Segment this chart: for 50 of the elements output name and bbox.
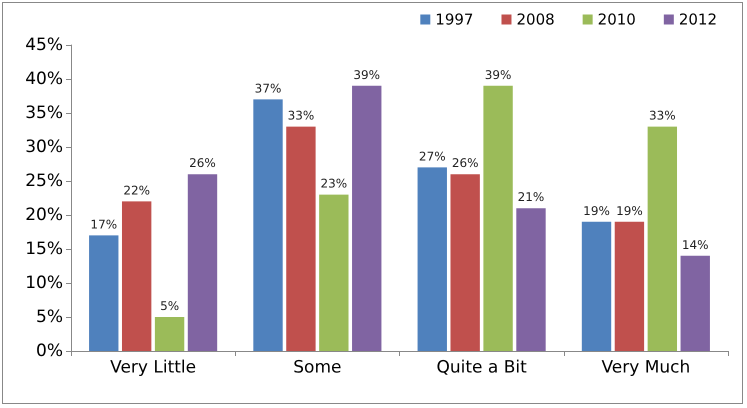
bar [352,86,382,351]
y-tick-label: 5% [36,307,63,327]
bar [188,174,218,351]
legend-label: 2010 [598,10,636,28]
data-label: 23% [320,176,348,191]
data-label: 37% [254,81,282,96]
bar [648,126,678,351]
bar [319,194,349,351]
data-label: 33% [288,108,314,123]
bar [680,256,710,351]
x-tick-label: Very Little [110,358,196,378]
bar [89,235,118,351]
data-label: 14% [682,238,709,252]
y-tick-label: 20% [25,205,63,225]
data-label: 5% [160,299,180,313]
x-tick-label: Very Much [601,358,690,378]
data-label: 26% [452,156,479,170]
bar [286,126,316,351]
data-label: 17% [90,217,118,232]
y-tick-label: 25% [25,171,63,191]
data-label: 27% [418,149,446,164]
y-tick-label: 45% [25,35,63,55]
data-label: 19% [616,204,643,218]
data-label: 33% [648,108,676,123]
legend-label: 2012 [678,10,718,28]
legend-label: 2008 [516,10,555,28]
bar [614,222,644,351]
y-tick-label: 15% [25,239,63,259]
data-label: 19% [583,204,610,218]
y-tick-label: 0% [36,341,63,361]
data-label: 21% [518,190,544,204]
bar [253,99,283,351]
data-label: 39% [484,68,512,82]
bar [516,208,546,351]
data-label: 26% [189,156,216,170]
legend-label: 1997 [435,10,474,28]
y-tick-label: 35% [25,103,63,123]
bar [418,167,447,351]
bar [483,86,513,351]
bar [154,317,184,351]
x-tick-label: Some [293,358,342,378]
y-tick-label: 10% [25,273,63,293]
bar [582,222,612,351]
y-tick-label: 40% [25,69,63,89]
bar [450,174,480,351]
bar [122,201,152,351]
x-tick-label: Quite a Bit [436,358,528,378]
data-label: 39% [353,68,380,82]
data-label: 22% [123,183,150,198]
y-tick-label: 30% [25,137,63,157]
